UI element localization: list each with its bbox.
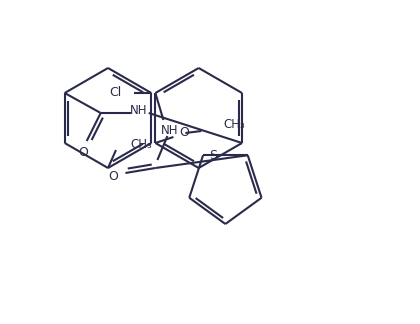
Text: O: O (179, 125, 189, 138)
Text: S: S (209, 149, 217, 162)
Text: Cl: Cl (109, 87, 121, 99)
Text: NH: NH (160, 123, 178, 136)
Text: O: O (108, 170, 118, 183)
Text: NH: NH (130, 103, 147, 117)
Text: CH₃: CH₃ (130, 137, 152, 151)
Text: CH₃: CH₃ (223, 119, 245, 132)
Text: O: O (78, 146, 88, 159)
